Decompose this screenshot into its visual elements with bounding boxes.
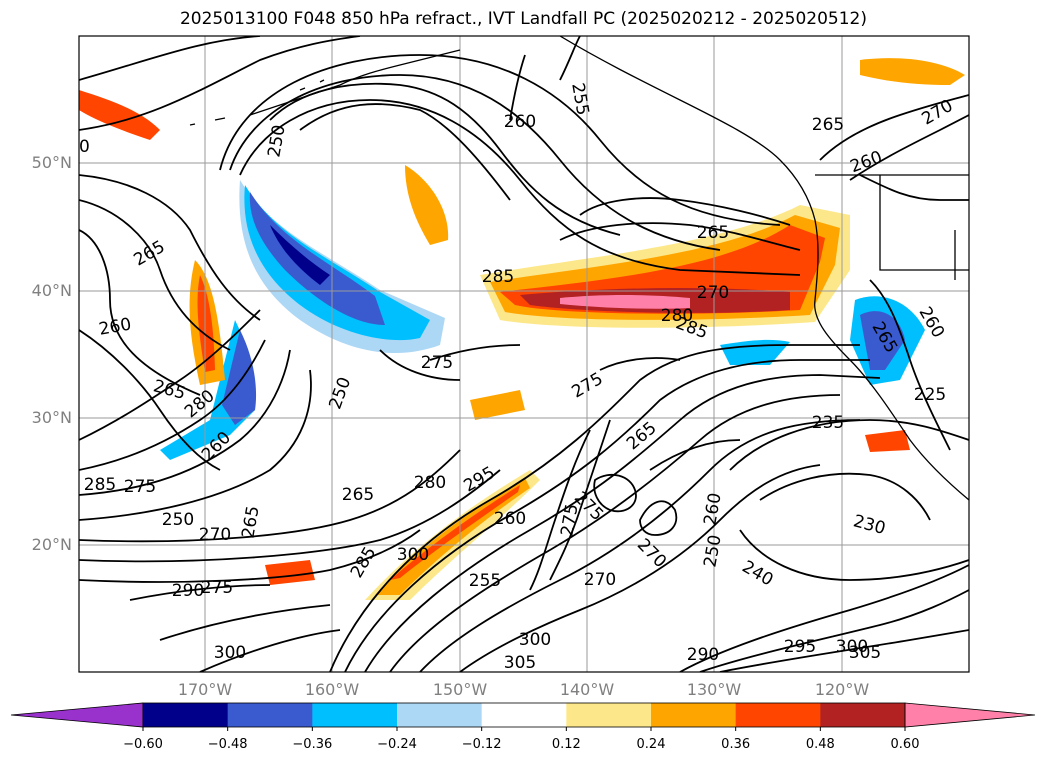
colorbar-tick-label: −0.12 <box>461 737 502 752</box>
shade-mid-orange <box>470 390 525 420</box>
colorbar-segment <box>397 703 483 727</box>
contour-label: 305 <box>504 653 536 673</box>
colorbar-tick-label: −0.60 <box>123 737 163 752</box>
contour-label: 290 <box>172 581 204 601</box>
colorbar-tick-label: −0.48 <box>207 737 248 752</box>
colorbar-max-extend <box>904 702 1036 728</box>
contour-label: 235 <box>812 413 844 433</box>
plot-title: 2025013100 F048 850 hPa refract., IVT La… <box>179 9 867 29</box>
contour-label: 265 <box>342 485 374 505</box>
contour-label: 265 <box>697 223 729 243</box>
contour-label: 290 <box>687 645 719 665</box>
colorbar-tick-label: 0.24 <box>636 737 666 752</box>
contour-label: 270 <box>697 283 729 303</box>
contour-label: 275 <box>124 477 156 497</box>
colorbar-tick-label: 0.36 <box>721 737 751 752</box>
contour-label: 300 <box>519 630 551 650</box>
latitude-label: 40°N <box>31 281 72 300</box>
longitude-label: 170°W <box>177 680 233 699</box>
colorbar-segment <box>566 703 652 727</box>
colorbar-segment <box>481 703 567 727</box>
shade-s-red <box>265 560 315 585</box>
map-frame <box>78 35 970 673</box>
contour-label: 255 <box>469 571 501 591</box>
contour-label: 275 <box>201 578 233 598</box>
contour-label: 305 <box>849 643 881 663</box>
contour-label: 225 <box>914 385 946 405</box>
colorbar-segment <box>227 703 313 727</box>
contour-label: 250 <box>162 510 194 530</box>
contour-label: 260 <box>494 509 526 529</box>
longitude-label: 160°W <box>304 680 360 699</box>
contour-label: 285 <box>482 267 514 287</box>
shade-blue-west <box>160 320 255 460</box>
colorbar-segment <box>312 703 398 727</box>
contour-label: 295 <box>784 637 816 657</box>
colorbar-tick-label: 0.12 <box>551 737 581 752</box>
latitude-label: 30°N <box>31 408 72 427</box>
contour-label: 300 <box>836 637 868 657</box>
colorbar-min-extend <box>10 702 144 728</box>
longitude-label: 120°W <box>814 680 870 699</box>
contour-label: 70 <box>68 137 90 157</box>
contour-label: 300 <box>214 643 246 663</box>
contour-layer <box>79 36 969 672</box>
longitude-label: 130°W <box>686 680 742 699</box>
contour-label: 275 <box>421 353 453 373</box>
colorbar-tick-label: −0.36 <box>292 737 333 752</box>
contour-label: 280 <box>414 473 446 493</box>
longitude-label: 150°W <box>432 680 488 699</box>
colorbar-segment <box>820 703 906 727</box>
shade-se-red <box>865 430 910 452</box>
colorbar-segment <box>143 703 229 727</box>
colorbar-segment <box>735 703 821 727</box>
colorbar-tick-label: 0.48 <box>805 737 835 752</box>
contour-label: 300 <box>397 545 429 565</box>
latitude-label: 20°N <box>31 535 72 554</box>
colorbar-segment <box>651 703 737 727</box>
colorbar-tick-label: −0.24 <box>377 737 417 752</box>
contour-label: 265 <box>812 115 844 135</box>
contour-label: 285 <box>84 475 116 495</box>
latitude-label: 50°N <box>31 153 72 172</box>
shade-nw-orange <box>79 90 160 140</box>
shade-blue-mid <box>720 339 790 365</box>
contour-label: 280 <box>661 306 693 326</box>
shade-ne-blob <box>405 165 449 245</box>
longitude-label: 140°W <box>559 680 615 699</box>
coastline-layer <box>189 36 969 501</box>
contour-label: 260 <box>504 112 536 132</box>
contour-label: 270 <box>584 570 616 590</box>
colorbar <box>10 702 1036 731</box>
shade-ne-orange <box>860 58 965 85</box>
contour-label: 270 <box>199 525 231 545</box>
colorbar-tick-label: 0.60 <box>890 737 920 752</box>
